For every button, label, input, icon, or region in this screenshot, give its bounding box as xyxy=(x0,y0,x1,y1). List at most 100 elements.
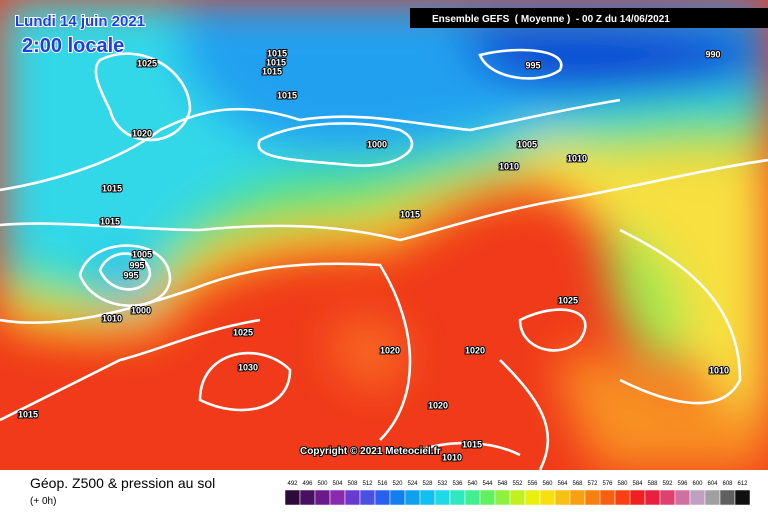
legend-label: 580 xyxy=(617,481,628,487)
legend-swatch xyxy=(479,489,496,506)
isobar-label: 1010 xyxy=(102,313,122,323)
legend-label: 604 xyxy=(707,481,718,487)
isobar-label: 995 xyxy=(525,60,540,70)
legend-swatch xyxy=(524,489,541,506)
legend-swatch xyxy=(284,489,301,506)
legend-swatch xyxy=(614,489,631,506)
legend-swatch xyxy=(554,489,571,506)
legend-label: 520 xyxy=(392,481,403,487)
legend-swatch xyxy=(539,489,556,506)
isobar-label: 1010 xyxy=(499,161,519,171)
legend-swatch xyxy=(314,489,331,506)
footer-lead: (+ 0h) xyxy=(30,496,56,507)
isobar-label: 1020 xyxy=(132,128,152,138)
legend-swatch xyxy=(509,489,526,506)
date: Lundi 14 juin 2021 xyxy=(15,13,145,30)
legend-swatch xyxy=(389,489,406,506)
legend-swatch xyxy=(599,489,616,506)
isobar-labels: 1025 1015 1015 1015 1015 995 990 1020 10… xyxy=(17,47,730,463)
legend-label: 600 xyxy=(692,481,703,487)
isobar-label: 1030 xyxy=(238,362,258,372)
legend-label: 568 xyxy=(572,481,583,487)
legend-label: 500 xyxy=(317,481,328,487)
legend-swatch xyxy=(629,489,646,506)
legend-swatch xyxy=(374,489,391,506)
footer-title: Géop. Z500 & pression au sol xyxy=(30,475,215,491)
legend-swatch xyxy=(419,489,436,506)
isobar-label: 1020 xyxy=(380,345,400,355)
legend-label: 504 xyxy=(332,481,343,487)
isobar-label: 1020 xyxy=(465,345,485,355)
legend-swatch xyxy=(404,489,421,506)
legend-swatch xyxy=(449,489,466,506)
isobar-lines xyxy=(0,48,768,471)
legend-swatch xyxy=(719,489,736,506)
isobar-label: 1010 xyxy=(709,365,729,375)
legend-label: 552 xyxy=(512,481,523,487)
isobar-label: 1005 xyxy=(517,139,537,149)
isobar-label: 1015 xyxy=(18,409,38,419)
legend-swatch xyxy=(359,489,376,506)
isobar-label: 1015 xyxy=(277,90,297,100)
z500-field xyxy=(0,0,768,470)
legend-swatch xyxy=(329,489,346,506)
legend-swatch xyxy=(659,489,676,506)
isobar-label: 995 xyxy=(123,270,138,280)
legend-swatch xyxy=(689,489,706,506)
legend-label: 532 xyxy=(437,481,448,487)
legend-swatch xyxy=(674,489,691,506)
legend-label: 564 xyxy=(557,481,568,487)
isobar-label: 1015 xyxy=(267,48,287,58)
legend-swatch xyxy=(644,489,661,506)
legend-label: 612 xyxy=(737,481,748,487)
isobar-label: 1015 xyxy=(100,216,120,226)
legend-label: 508 xyxy=(347,481,358,487)
isobar-label: 1025 xyxy=(137,58,157,68)
legend-label: 592 xyxy=(662,481,673,487)
run-info: Ensemble GEFS ( Moyenne ) - 00 Z du 14/0… xyxy=(432,14,670,25)
isobar-label: 1025 xyxy=(233,327,253,337)
legend-label: 524 xyxy=(407,481,418,487)
legend-swatch xyxy=(344,489,361,506)
run-box xyxy=(410,8,768,28)
isobar-label: 1015 xyxy=(266,57,286,67)
isobar-label: 1000 xyxy=(131,305,151,315)
legend-swatch xyxy=(704,489,721,506)
legend-label: 536 xyxy=(452,481,463,487)
local-time: 2:00 locale xyxy=(22,35,124,57)
isobar-label: 1020 xyxy=(428,400,448,410)
legend-label: 560 xyxy=(542,481,553,487)
copyright: Copyright © 2021 Meteociel.fr xyxy=(300,446,441,457)
isobar-label: 1005 xyxy=(132,249,152,259)
legend-label: 556 xyxy=(527,481,538,487)
color-legend: 492 496 500 504 508 512 516 520 524 528 532 536 540 5… xyxy=(284,481,751,506)
legend-label: 576 xyxy=(602,481,613,487)
isobar-label: 1015 xyxy=(262,66,282,76)
legend-label: 528 xyxy=(422,481,433,487)
isobar-label: 1010 xyxy=(567,153,587,163)
isobar-label: 1025 xyxy=(558,295,578,305)
isobar-label: 1010 xyxy=(442,452,462,462)
legend-label: 588 xyxy=(647,481,658,487)
legend-label: 596 xyxy=(677,481,688,487)
legend-label: 548 xyxy=(497,481,508,487)
legend-label: 584 xyxy=(632,481,643,487)
legend-label: 512 xyxy=(362,481,373,487)
legend-label: 492 xyxy=(287,481,298,487)
isobar-label: 1015 xyxy=(400,209,420,219)
legend-label: 572 xyxy=(587,481,598,487)
legend-swatch xyxy=(434,489,451,506)
legend-label: 608 xyxy=(722,481,733,487)
legend-swatch xyxy=(494,489,511,506)
legend-swatch xyxy=(734,489,751,506)
legend-label: 544 xyxy=(482,481,493,487)
isobar-label: 995 xyxy=(129,260,144,270)
legend-label: 516 xyxy=(377,481,388,487)
legend-swatch xyxy=(299,489,316,506)
legend-swatch xyxy=(569,489,586,506)
isobar-label: 1015 xyxy=(462,439,482,449)
legend-label: 540 xyxy=(467,481,478,487)
isobar-label: 1000 xyxy=(367,139,387,149)
